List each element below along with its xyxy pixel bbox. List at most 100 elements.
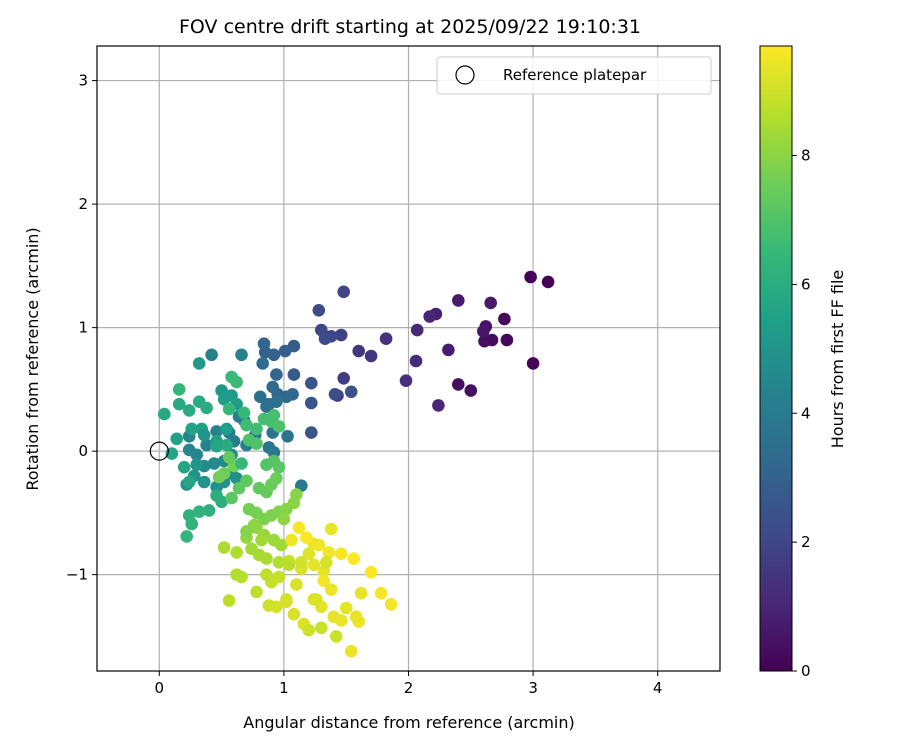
data-point [354, 586, 368, 600]
y-tick-label: 1 [78, 319, 88, 337]
data-point [260, 400, 273, 414]
data-point [287, 607, 301, 621]
data-point [240, 474, 253, 488]
data-point [302, 623, 316, 637]
data-point [190, 458, 203, 472]
data-point [280, 593, 293, 606]
data-point [312, 304, 326, 317]
data-point [220, 438, 233, 452]
x-tick-label: 2 [404, 679, 414, 697]
colorbar-gradient [759, 45, 793, 672]
data-point [235, 570, 248, 584]
data-point [260, 552, 273, 565]
data-point [339, 601, 353, 615]
data-point [256, 357, 270, 370]
data-point [235, 348, 248, 362]
data-point [250, 437, 263, 451]
data-point [324, 583, 338, 596]
data-point [349, 610, 363, 623]
x-tick-label: 0 [155, 679, 165, 697]
data-point [200, 438, 213, 452]
data-point [310, 593, 323, 606]
data-point [182, 475, 196, 489]
data-point [498, 312, 511, 326]
data-point [320, 556, 333, 569]
data-point [318, 332, 332, 346]
data-point [267, 409, 281, 422]
data-point [300, 531, 313, 544]
data-point [217, 393, 231, 406]
data-point [270, 600, 283, 614]
data-point [329, 630, 343, 643]
data-point [192, 505, 206, 518]
colorbar-tick-label: 8 [801, 147, 811, 165]
data-point [352, 344, 366, 358]
data-point [185, 517, 198, 531]
data-point [286, 388, 299, 401]
data-point [484, 296, 498, 310]
data-point [295, 556, 308, 569]
data-point [185, 422, 198, 436]
data-point [315, 621, 328, 635]
data-point [477, 325, 490, 338]
data-point [158, 407, 171, 421]
data-point [225, 491, 238, 505]
data-point [442, 343, 455, 357]
data-point [524, 270, 537, 284]
data-point [423, 310, 437, 323]
data-point [230, 546, 243, 559]
data-point [541, 275, 555, 289]
data-point [170, 432, 183, 446]
data-point [272, 460, 286, 474]
data-point [287, 368, 301, 381]
x-tick-label: 3 [528, 679, 538, 697]
data-point [344, 385, 358, 399]
data-point [334, 328, 348, 342]
data-point [452, 378, 465, 391]
data-point [275, 538, 288, 552]
data-point [222, 594, 236, 607]
data-point [240, 418, 253, 432]
colorbar-ticks: 0 2 4 6 8 [792, 147, 811, 680]
data-point [250, 585, 263, 599]
colorbar-label: Hours from first FF file [828, 270, 847, 449]
data-point [237, 406, 251, 420]
data-point [172, 397, 186, 411]
data-point [210, 425, 223, 438]
data-point [409, 354, 423, 368]
data-point [305, 376, 318, 390]
data-points [149, 270, 555, 658]
data-point [230, 472, 243, 485]
data-point [328, 388, 342, 401]
legend-label: Reference platepar [503, 66, 647, 84]
data-point [324, 522, 338, 536]
data-point [257, 337, 271, 351]
data-point [307, 558, 321, 572]
data-point [317, 574, 331, 588]
data-point [410, 323, 424, 337]
grid [97, 46, 720, 671]
colorbar-tick-label: 6 [801, 275, 811, 293]
data-point [253, 390, 267, 404]
data-point [277, 512, 291, 526]
data-point [344, 644, 358, 658]
x-tick-label: 1 [279, 679, 289, 697]
data-point [432, 399, 445, 412]
colorbar-tick-label: 0 [801, 662, 811, 680]
data-point [266, 380, 280, 394]
data-point [215, 495, 228, 509]
chart-title: FOV centre drift starting at 2025/09/22 … [179, 16, 641, 38]
data-point [272, 420, 286, 433]
data-point [364, 349, 378, 363]
data-point [327, 610, 341, 623]
data-point [379, 332, 393, 346]
colorbar: 0 2 4 6 8 Hours from first FF file [759, 45, 847, 680]
data-point [399, 374, 413, 388]
data-point [337, 285, 351, 299]
data-point [337, 372, 351, 385]
data-point [222, 451, 236, 464]
data-point [222, 402, 236, 416]
legend-reference-marker [455, 65, 475, 85]
data-point [217, 541, 231, 554]
colorbar-tick-label: 2 [801, 533, 811, 551]
